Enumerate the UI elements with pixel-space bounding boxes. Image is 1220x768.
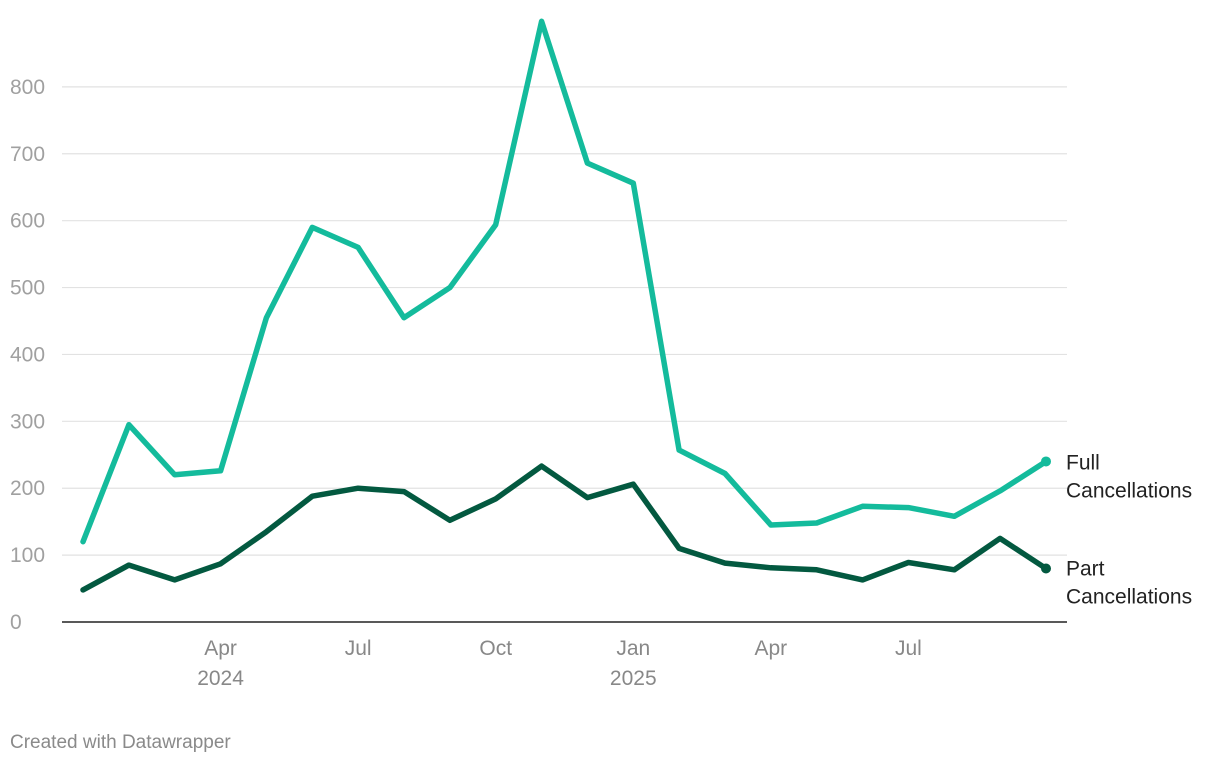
footer-credit: Created with Datawrapper (10, 732, 231, 753)
y-tick-label: 600 (10, 210, 45, 233)
series-lines (80, 18, 1051, 593)
x-tick-label: Apr (204, 637, 237, 660)
x-tick-label: Jan (616, 637, 650, 660)
series-labels: Full Cancellations Part Cancellations (1066, 451, 1192, 608)
y-tick-label: 700 (10, 143, 45, 166)
y-tick-label: 300 (10, 410, 45, 433)
full-cancellations-label: Full (1066, 451, 1100, 474)
y-axis-ticks: 0 100 200 300 400 500 600 700 800 (10, 76, 45, 634)
x-tick-year-label: 2025 (610, 667, 657, 690)
y-tick-label: 500 (10, 277, 45, 300)
x-tick-label: Apr (755, 637, 788, 660)
x-tick-label: Jul (895, 637, 922, 660)
part-cancellations-line (80, 463, 1049, 593)
full-cancellations-line (80, 18, 1049, 545)
x-tick-label: Oct (479, 637, 512, 660)
y-tick-label: 100 (10, 544, 45, 567)
y-tick-label: 200 (10, 477, 45, 500)
x-axis-ticks: Apr 2024 Jul Oct Jan 2025 Apr Jul (197, 637, 922, 690)
x-tick-year-label: 2024 (197, 667, 244, 690)
grid-lines (62, 86, 1067, 623)
y-tick-label: 400 (10, 343, 45, 366)
part-cancellations-point (1041, 563, 1051, 574)
x-tick-label: Jul (345, 637, 372, 660)
y-tick-label: 0 (10, 611, 22, 634)
full-cancellations-label: Cancellations (1066, 479, 1192, 502)
y-tick-label: 800 (10, 76, 45, 99)
part-cancellations-label: Cancellations (1066, 585, 1192, 608)
full-cancellations-point (1041, 456, 1051, 467)
part-cancellations-label: Part (1066, 557, 1105, 580)
